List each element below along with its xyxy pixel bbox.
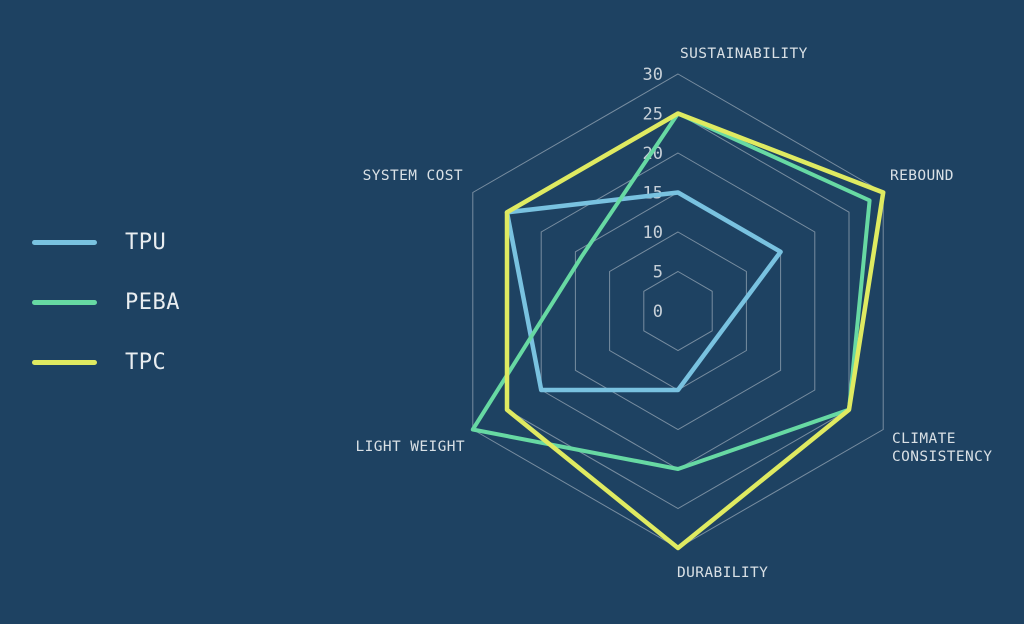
legend-item-tpc: TPC: [32, 348, 180, 376]
axis-label-rebound: REBOUND: [890, 168, 954, 184]
grid-ring-15: [574, 191, 782, 431]
axis-label-climate-consistency-line2: CONSISTENCY: [892, 449, 992, 465]
legend-label-tpu: TPU: [125, 229, 167, 255]
series-polygon-peba: [470, 111, 872, 471]
axis-label-sustainability: SUSTAINABILITY: [680, 46, 808, 62]
axis-label-system-cost: SYSTEM COST: [363, 168, 463, 184]
legend-item-peba: PEBA: [32, 288, 180, 316]
axis-label-light-weight: LIGHT WEIGHT: [355, 439, 465, 455]
legend: TPU PEBA TPC: [32, 228, 180, 408]
tpc-swatch-line: [32, 359, 97, 365]
grid-ring-20: [540, 152, 816, 470]
axis-label-climate-consistency-line1: CLIMATE: [892, 431, 956, 447]
tick-label-25: 25: [643, 105, 663, 125]
grid-ring-30: [472, 73, 884, 549]
peba-swatch-line: [32, 299, 97, 305]
tpu-swatch-line: [32, 239, 97, 245]
tick-label-5: 5: [653, 263, 663, 283]
axis-label-durability: DURABILITY: [677, 565, 768, 581]
tick-label-30: 30: [643, 65, 663, 85]
series-polygon-tpc: [504, 111, 886, 551]
grid-ring-10: [609, 231, 747, 391]
tick-label-0: 0: [653, 302, 663, 322]
legend-item-tpu: TPU: [32, 228, 180, 256]
legend-label-tpc: TPC: [125, 349, 167, 375]
grid-ring-5: [643, 270, 713, 352]
legend-label-peba: PEBA: [125, 289, 180, 315]
tick-label-10: 10: [643, 223, 663, 243]
